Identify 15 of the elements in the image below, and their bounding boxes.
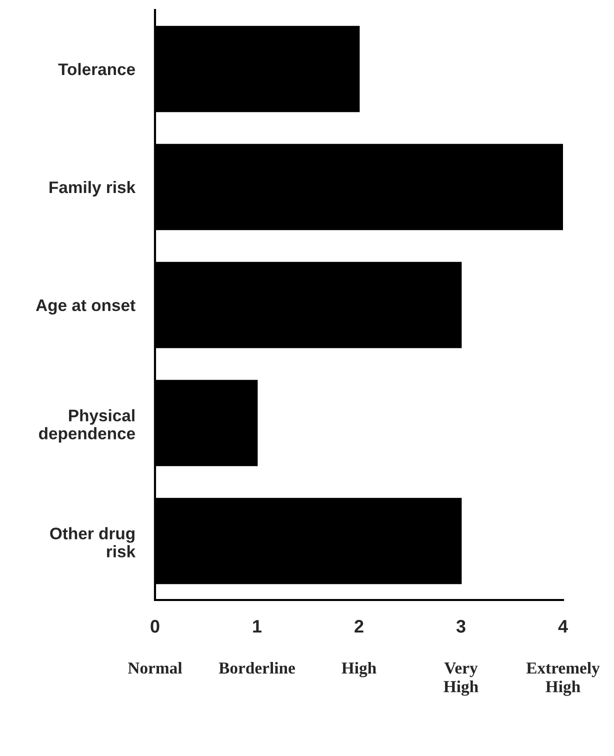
y-tick-label: Age at onset [36,300,136,315]
x-tick-label: 4 [558,620,568,633]
x-tick-label: 3 [456,620,466,633]
y-tick-label: Tolerance [58,62,135,76]
text: Extremely High [526,662,600,696]
x-tick-label: 1 [253,620,262,633]
y-tick-label: Other drug risk [50,527,136,558]
text: Borderline [218,662,295,674]
text: Normal [128,662,182,674]
y-tick-label: Physical dependence [39,409,135,443]
x-tick-label: 0 [150,620,160,633]
text: High [342,662,376,678]
x-tick-label: 2 [354,620,364,633]
text: Very High [444,662,478,696]
y-tick-label: Family risk [50,180,136,196]
